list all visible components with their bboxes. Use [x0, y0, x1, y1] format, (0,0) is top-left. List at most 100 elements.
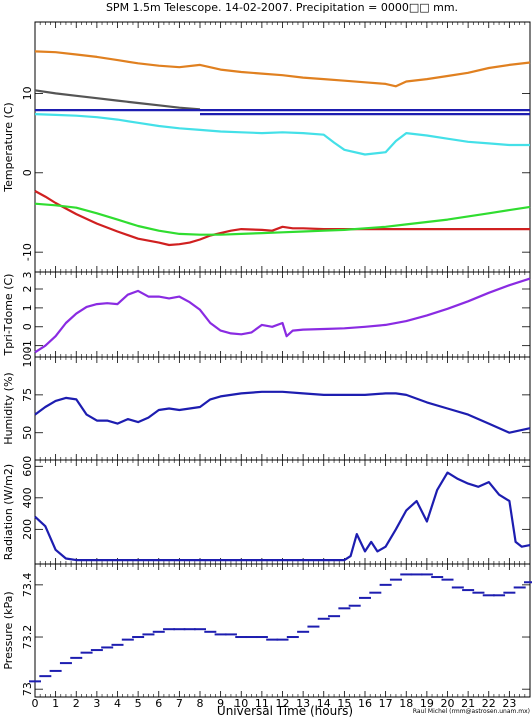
data-point	[214, 633, 227, 636]
data-point	[338, 607, 351, 610]
y-tick-label: -10	[21, 243, 34, 261]
data-point	[359, 596, 371, 599]
data-point	[173, 628, 186, 631]
data-point	[317, 617, 330, 620]
y-tick-label: 75	[21, 388, 34, 402]
data-point	[80, 651, 93, 654]
data-point	[132, 636, 145, 639]
data-point	[152, 630, 165, 633]
data-point	[348, 604, 361, 607]
data-point	[224, 633, 237, 636]
y-tick-label: 73.4	[21, 573, 34, 598]
x-tick-label: 23	[502, 697, 516, 710]
data-point	[369, 591, 382, 594]
data-point	[297, 630, 310, 633]
y-tick-label: 50	[21, 426, 34, 440]
y-tick-label: 2	[21, 286, 34, 293]
y-tick-label: 100	[21, 347, 34, 368]
data-point	[49, 669, 62, 672]
y-tick-label: 0	[21, 323, 34, 330]
x-tick-label: 9	[217, 697, 224, 710]
x-tick-label: 21	[461, 697, 475, 710]
x-tick-label: 18	[399, 697, 413, 710]
x-tick-label: 3	[93, 697, 100, 710]
series-line-0-4	[34, 113, 530, 156]
y-tick-label: 200	[21, 519, 34, 540]
data-point	[204, 630, 217, 633]
data-point	[39, 675, 52, 678]
data-point	[513, 586, 526, 589]
credit-text: Raul Michel (rmm@astrosen.unam.mx)	[413, 708, 530, 715]
y-tick-label: 1	[21, 304, 34, 311]
data-point	[482, 594, 495, 597]
data-point	[379, 583, 392, 586]
data-point	[163, 628, 176, 631]
x-tick-label: 1	[52, 697, 59, 710]
data-point	[111, 643, 124, 646]
x-tick-label: 11	[255, 697, 269, 710]
data-point	[472, 591, 485, 594]
y-tick-label: 10	[21, 86, 34, 100]
data-point	[462, 589, 475, 592]
x-tick-label: 12	[276, 697, 290, 710]
x-tick-label: 8	[197, 697, 204, 710]
x-tick-label: 14	[317, 697, 331, 710]
data-point	[255, 636, 268, 639]
y-axis-label-2: Humidity (%)	[2, 372, 15, 444]
series-line-0-1	[34, 89, 201, 111]
data-point	[59, 662, 72, 665]
x-tick-label: 17	[379, 697, 393, 710]
data-point	[142, 633, 155, 636]
data-point	[90, 649, 103, 652]
data-point	[101, 646, 114, 649]
panel-frame-2	[34, 356, 531, 461]
y-axis-label-1: Tpri-Tdome (C)	[2, 274, 15, 357]
series-line-0-0	[34, 50, 531, 88]
x-tick-label: 2	[73, 697, 80, 710]
data-point	[389, 578, 402, 581]
panel-3: 600 400 200 Radiation (W/m2)	[2, 456, 531, 565]
y-tick-label: 400	[21, 487, 34, 508]
x-tick-label: 13	[296, 697, 310, 710]
data-point	[420, 573, 433, 576]
panel-frame-3	[34, 459, 531, 565]
y-tick-label: 0	[21, 169, 34, 176]
panel-0: 10 0 -10 Temperature (C)	[2, 21, 531, 273]
chart-title: SPM 1.5m Telescope. 14-02-2007. Precipit…	[106, 1, 458, 14]
data-point	[194, 628, 206, 631]
x-axis: 0 1 2 3 4 5 6 7 8 9 10 11 12 13 14 15 16 17 18 19 20 21 22 23	[32, 697, 517, 710]
data-point	[276, 638, 289, 641]
series-line-1-0	[34, 277, 531, 354]
data-point	[29, 680, 41, 683]
y-tick-label: -1	[21, 340, 34, 351]
panel-2: 100 75 50 Humidity (%)	[2, 347, 531, 461]
data-point	[121, 638, 134, 641]
panel-frame-4	[34, 563, 531, 698]
data-point	[524, 581, 532, 584]
series-line-2-0	[34, 390, 531, 434]
data-point	[503, 591, 516, 594]
x-tick-label: 16	[358, 697, 372, 710]
data-point	[441, 578, 454, 581]
series-line-3-0	[34, 471, 531, 562]
y-tick-label-extra: 3	[21, 272, 34, 279]
y-tick-label: 73	[21, 682, 34, 696]
data-point	[431, 576, 444, 579]
series-line-0-5	[34, 190, 530, 247]
x-tick-label: 6	[155, 697, 162, 710]
data-point	[235, 636, 248, 639]
x-tick-label: 15	[337, 697, 351, 710]
x-tick-label: 0	[32, 697, 39, 710]
x-tick-label: 10	[234, 697, 248, 710]
data-point	[410, 573, 423, 576]
y-axis-label-4: Pressure (kPa)	[2, 591, 15, 669]
panel-frame-1	[34, 271, 531, 358]
data-point	[286, 636, 299, 639]
x-axis-label: Universal Time (hours)	[217, 704, 353, 718]
x-tick-label: 5	[135, 697, 142, 710]
data-point	[493, 594, 506, 597]
data-point	[183, 628, 196, 631]
data-point	[266, 638, 279, 641]
y-axis-label-3: Radiation (W/m2)	[2, 464, 15, 560]
